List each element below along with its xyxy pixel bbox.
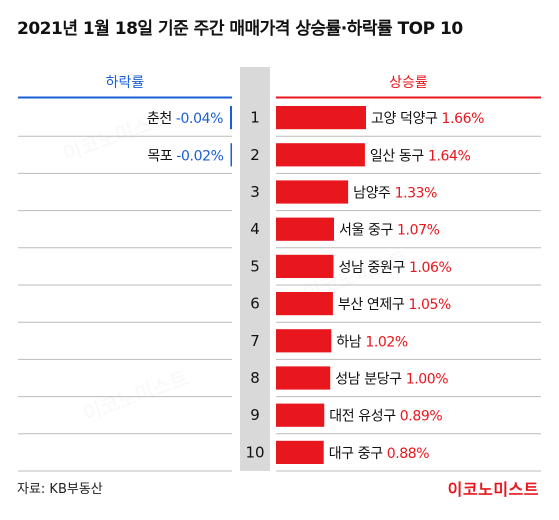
rise-region-name: 일산 동구: [370, 148, 428, 164]
chart-title: 2021년 1월 18일 기준 주간 매매가격 상승률·하락률 TOP 10: [17, 19, 463, 39]
rise-header: 상승률: [389, 75, 428, 91]
rise-value: 1.66%: [442, 111, 485, 127]
decline-label: 목포 -0.02%: [147, 148, 223, 164]
rise-label: 남양주 1.33%: [353, 186, 437, 202]
rank-column-bg: [240, 67, 270, 471]
brand-logo: 이코노미스트: [447, 480, 539, 499]
rise-label: 서울 중구 1.07%: [339, 223, 440, 239]
rise-label: 일산 동구 1.64%: [370, 148, 471, 164]
rank-label: 8: [250, 369, 260, 387]
rise-region-name: 하남: [336, 334, 365, 350]
source-note: 자료: KB부동산: [17, 482, 103, 497]
decline-bar: [230, 143, 232, 167]
rank-label: 9: [250, 406, 260, 424]
decline-bar: [230, 106, 232, 130]
rise-label: 하남 1.02%: [336, 334, 408, 350]
rise-region-name: 서울 중구: [339, 223, 397, 239]
rise-label: 대구 중구 0.88%: [329, 446, 430, 462]
decline-region-name: 춘천: [147, 111, 176, 127]
rank-label: 7: [250, 332, 260, 350]
rise-bar: [276, 217, 335, 241]
rise-label: 성남 분당구 1.00%: [335, 372, 448, 388]
rise-region-name: 대전 유성구: [329, 409, 400, 425]
decline-region-name: 목포: [147, 148, 176, 164]
rank-label: 3: [250, 183, 260, 201]
rise-region-name: 고양 덕양구: [371, 111, 442, 127]
rank-label: 10: [245, 443, 264, 461]
rise-value: 0.88%: [387, 446, 430, 462]
rise-bar: [276, 180, 349, 204]
rise-bar: [276, 440, 324, 464]
rise-value: 1.00%: [406, 372, 449, 388]
rank-label: 5: [250, 257, 260, 275]
rank-label: 1: [250, 109, 260, 127]
decline-header: 하락률: [106, 75, 145, 91]
rise-label: 대전 유성구 0.89%: [329, 409, 442, 425]
decline-value: -0.04%: [176, 111, 223, 127]
rise-region-name: 남양주: [353, 186, 395, 202]
rise-region-name: 성남 중원구: [338, 260, 409, 276]
rise-label: 부산 연제구 1.05%: [338, 297, 451, 313]
rise-label: 성남 중원구 1.06%: [338, 260, 451, 276]
rise-label: 고양 덕양구 1.66%: [371, 111, 484, 127]
decline-value: -0.02%: [176, 148, 223, 164]
rise-region-name: 부산 연제구: [338, 297, 409, 313]
rank-label: 6: [250, 295, 260, 313]
rise-bar: [276, 403, 325, 427]
rise-bar: [276, 329, 332, 353]
rise-value: 1.07%: [397, 223, 440, 239]
rise-bar: [276, 292, 333, 316]
rise-value: 0.89%: [400, 409, 443, 425]
rank-label: 4: [250, 220, 260, 238]
rise-bar: [276, 106, 366, 130]
rise-region-name: 대구 중구: [329, 446, 387, 462]
rise-value: 1.05%: [408, 297, 451, 313]
rise-value: 1.33%: [395, 186, 438, 202]
decline-label: 춘천 -0.04%: [147, 111, 223, 127]
rise-bar: [276, 254, 334, 278]
rise-bar: [276, 143, 365, 167]
rise-bar: [276, 366, 331, 390]
rise-value: 1.64%: [428, 148, 471, 164]
rise-region-name: 성남 분당구: [335, 372, 406, 388]
rank-label: 2: [250, 146, 260, 164]
rise-value: 1.06%: [409, 260, 452, 276]
rise-value: 1.02%: [365, 334, 408, 350]
